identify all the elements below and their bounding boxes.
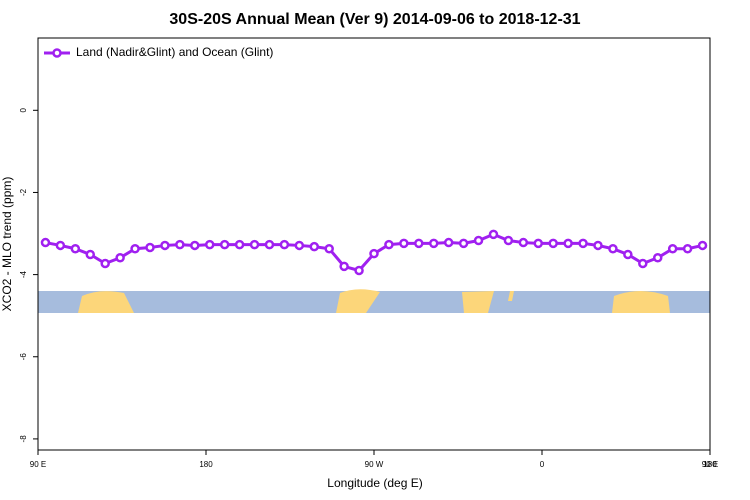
point	[518, 237, 529, 248]
legend-marker	[52, 48, 62, 58]
point	[100, 258, 110, 269]
point	[264, 239, 275, 250]
point	[548, 238, 558, 249]
y-tick-label: 0	[19, 108, 28, 113]
point	[638, 258, 648, 269]
point	[175, 239, 185, 250]
point	[309, 241, 320, 252]
point	[503, 235, 514, 246]
point	[533, 238, 544, 249]
point	[593, 240, 603, 251]
coastline-strip	[38, 289, 710, 313]
legend-label: Land (Nadir&Glint) and Ocean (Glint)	[76, 45, 273, 59]
point	[249, 239, 260, 250]
point	[160, 240, 170, 251]
y-tick-label: -6	[19, 353, 28, 361]
y-tick-label: -2	[19, 188, 28, 196]
point	[85, 249, 96, 260]
point	[563, 238, 573, 249]
y-tick-label: -8	[19, 435, 28, 443]
plot-frame	[37, 37, 711, 451]
x-tick-label: 90 W	[365, 460, 384, 469]
point	[488, 229, 499, 240]
point	[234, 239, 245, 250]
point	[55, 240, 66, 251]
point	[70, 243, 81, 254]
x-tick-label: 90 E	[30, 460, 46, 469]
point	[458, 238, 469, 249]
chart-title: 30S-20S Annual Mean (Ver 9) 2014-09-06 t…	[169, 11, 580, 28]
point	[652, 253, 663, 263]
point	[697, 240, 708, 251]
point	[384, 239, 394, 250]
point	[324, 243, 334, 254]
x-tick-label: 0	[540, 460, 545, 469]
x-tick-label: 180	[199, 460, 213, 469]
point	[428, 238, 439, 249]
x-axis-label: Longitude (deg E)	[327, 476, 422, 490]
point	[190, 240, 200, 251]
point	[399, 238, 409, 249]
point	[473, 235, 484, 246]
point	[369, 248, 379, 259]
x-tick-label: 90 E	[702, 460, 718, 469]
point	[623, 249, 633, 260]
point	[682, 243, 693, 254]
point	[414, 238, 424, 249]
point	[667, 243, 678, 254]
point	[443, 237, 454, 248]
point	[130, 243, 140, 254]
point	[145, 242, 155, 253]
point	[279, 239, 290, 250]
point	[219, 239, 230, 250]
point	[578, 238, 588, 249]
point	[354, 265, 364, 276]
point	[40, 237, 51, 248]
point	[204, 239, 215, 250]
point	[339, 261, 349, 272]
point	[115, 253, 125, 263]
x-tick-label: 180	[703, 460, 717, 469]
y-tick-label: -4	[19, 271, 28, 279]
point	[608, 243, 618, 254]
point	[294, 240, 305, 251]
y-axis-label: XCO2 - MLO trend (ppm)	[0, 177, 14, 312]
